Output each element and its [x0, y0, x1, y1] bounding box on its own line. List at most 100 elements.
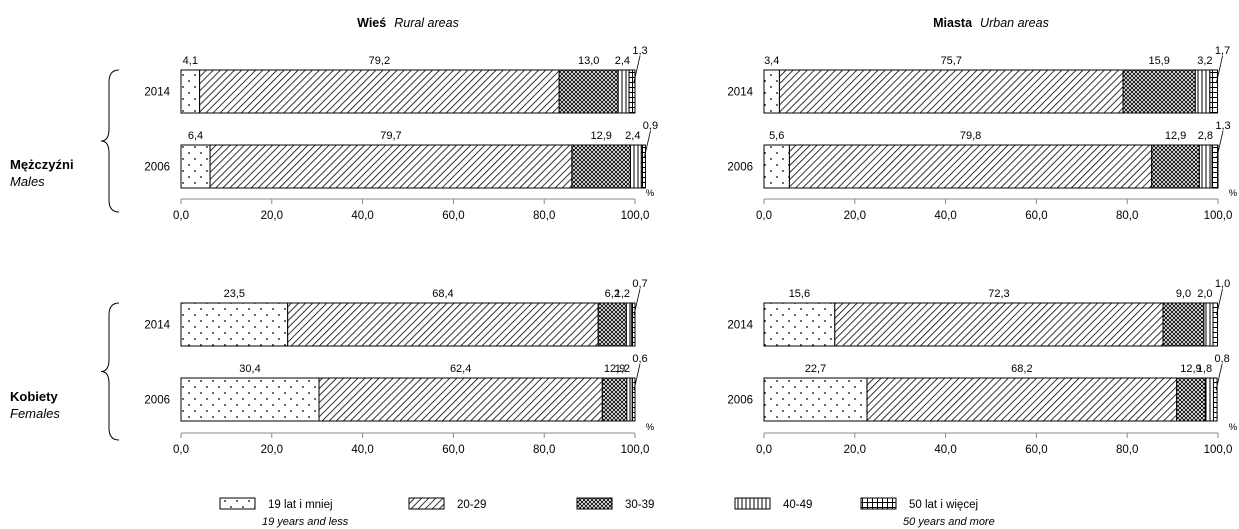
x-tick-label: 100,0: [621, 444, 650, 456]
bar-segment: [571, 144, 631, 189]
year-label: 2006: [144, 162, 170, 174]
data-label: 75,7: [941, 55, 962, 67]
data-label: 9,0: [1176, 288, 1191, 300]
row-group-females: Kobiety Females: [10, 302, 120, 441]
group-label-en: Males: [10, 174, 45, 189]
leader-line: [1216, 55, 1223, 83]
data-label: 22,7: [805, 363, 826, 375]
bar-segment: [558, 69, 619, 114]
bar-segment: [629, 144, 642, 189]
x-tick-label: 60,0: [442, 210, 464, 222]
row-group-males: Mężczyźni Males: [10, 69, 120, 213]
bar-segment: [1151, 144, 1200, 189]
bar-segment: [1194, 69, 1211, 114]
x-tick-label: 60,0: [442, 444, 464, 456]
bar-segment: [1198, 144, 1213, 189]
x-tick-label: 100,0: [1204, 210, 1233, 222]
bar-segment: [617, 69, 630, 114]
legend-item: 50 lat i więcej 50 years and more: [860, 497, 995, 528]
bar-segment: [1176, 377, 1206, 422]
legend-item: 30-39: [576, 497, 654, 511]
legend-item: 19 lat i mniej 19 years and less: [219, 497, 349, 528]
data-label: 1,3: [1215, 120, 1230, 132]
data-label: 2,0: [1197, 288, 1212, 300]
data-label: 79,2: [369, 55, 390, 67]
legend-label: 40-49: [783, 499, 812, 511]
data-label: 62,4: [450, 363, 471, 375]
x-tick-label: 0,0: [756, 444, 772, 456]
bar-segment: [1203, 302, 1214, 347]
group-label: Mężczyźni: [10, 157, 74, 172]
legend-label: 19 lat i mniej: [268, 499, 333, 511]
bar-segment: [631, 302, 636, 347]
bar-segment: [1212, 377, 1218, 422]
data-label: 79,8: [960, 130, 981, 142]
data-label: 2,8: [1198, 130, 1213, 142]
year-label: 2006: [727, 395, 753, 407]
x-tick-label: 20,0: [844, 444, 866, 456]
bar-segment: [1209, 69, 1219, 114]
bar-segment: [625, 302, 633, 347]
leader-line: [1216, 130, 1224, 158]
x-axis: 0,0 20,0 40,0 60,0 80,0 100,0%: [756, 188, 1238, 222]
x-tick-label: 0,0: [173, 210, 189, 222]
bar-segment: [763, 377, 868, 422]
bar-segment: [1212, 302, 1219, 347]
data-label: 68,4: [432, 288, 453, 300]
bar-segment: [1211, 144, 1219, 189]
data-label: 30,4: [239, 363, 260, 375]
data-label: 1,2: [615, 363, 630, 375]
x-axis: 0,0 20,0 40,0 60,0 80,0 100,0%: [756, 422, 1238, 456]
bar-row-2006: 2006 22,7 68,2 12,91,80,8: [727, 353, 1230, 422]
bar-row-2014: 2014 3,4 75,7 15,9 3,21,7: [727, 45, 1230, 114]
year-label: 2014: [144, 320, 170, 332]
group-label-en: Females: [10, 406, 60, 421]
x-tick-label: 80,0: [533, 210, 555, 222]
legend-label: 30-39: [625, 499, 654, 511]
x-tick-label: 40,0: [351, 210, 373, 222]
data-label: 13,0: [578, 55, 599, 67]
bar-segment: [180, 144, 211, 189]
data-label: 5,6: [769, 130, 784, 142]
data-label: 1,7: [1215, 45, 1230, 57]
leader-line: [633, 288, 641, 316]
bar-segment: [834, 302, 1164, 347]
legend-item: 20-29: [408, 497, 486, 511]
year-label: 2006: [727, 162, 753, 174]
data-label: 1,3: [632, 45, 647, 57]
chart-layer: Wieś Rural areas 0,0 20,0 40,0 60,0 80,0 100,0%…: [10, 16, 1238, 528]
legend-label: 50 lat i więcej: [909, 499, 978, 511]
data-label: 6,4: [188, 130, 203, 142]
data-label: 0,7: [632, 278, 647, 290]
bar-segment: [778, 69, 1124, 114]
group-brace: [100, 302, 120, 441]
data-label: 4,1: [183, 55, 198, 67]
data-label: 12,9: [590, 130, 611, 142]
x-tick-label: 0,0: [173, 444, 189, 456]
bar-segment: [199, 69, 560, 114]
data-label: 1,8: [1197, 363, 1212, 375]
data-label: 23,5: [224, 288, 245, 300]
leader-line: [633, 55, 641, 83]
bar-segment: [1122, 69, 1196, 114]
bar-segment: [788, 144, 1153, 189]
bar-row-2014: 2014 23,5 68,4 6,21,20,7: [144, 278, 648, 347]
bar-segment: [763, 144, 790, 189]
panel-title-en: Urban areas: [980, 16, 1049, 30]
x-tick-label: 40,0: [934, 210, 956, 222]
bar-segment: [1204, 377, 1214, 422]
data-label: 12,9: [1180, 363, 1201, 375]
data-label: 12,9: [1165, 130, 1186, 142]
leader-line: [644, 130, 651, 158]
data-label: 15,6: [789, 288, 810, 300]
data-label: 2,4: [625, 130, 640, 142]
legend-swatch: [734, 497, 771, 510]
legend-label-en: 50 years and more: [903, 516, 995, 528]
data-label: 0,8: [1214, 353, 1229, 365]
legend-label: 20-29: [457, 499, 486, 511]
bar-segment: [180, 302, 289, 347]
data-label: 3,4: [764, 55, 779, 67]
leader-line: [1215, 363, 1223, 391]
leader-line: [1216, 288, 1223, 316]
